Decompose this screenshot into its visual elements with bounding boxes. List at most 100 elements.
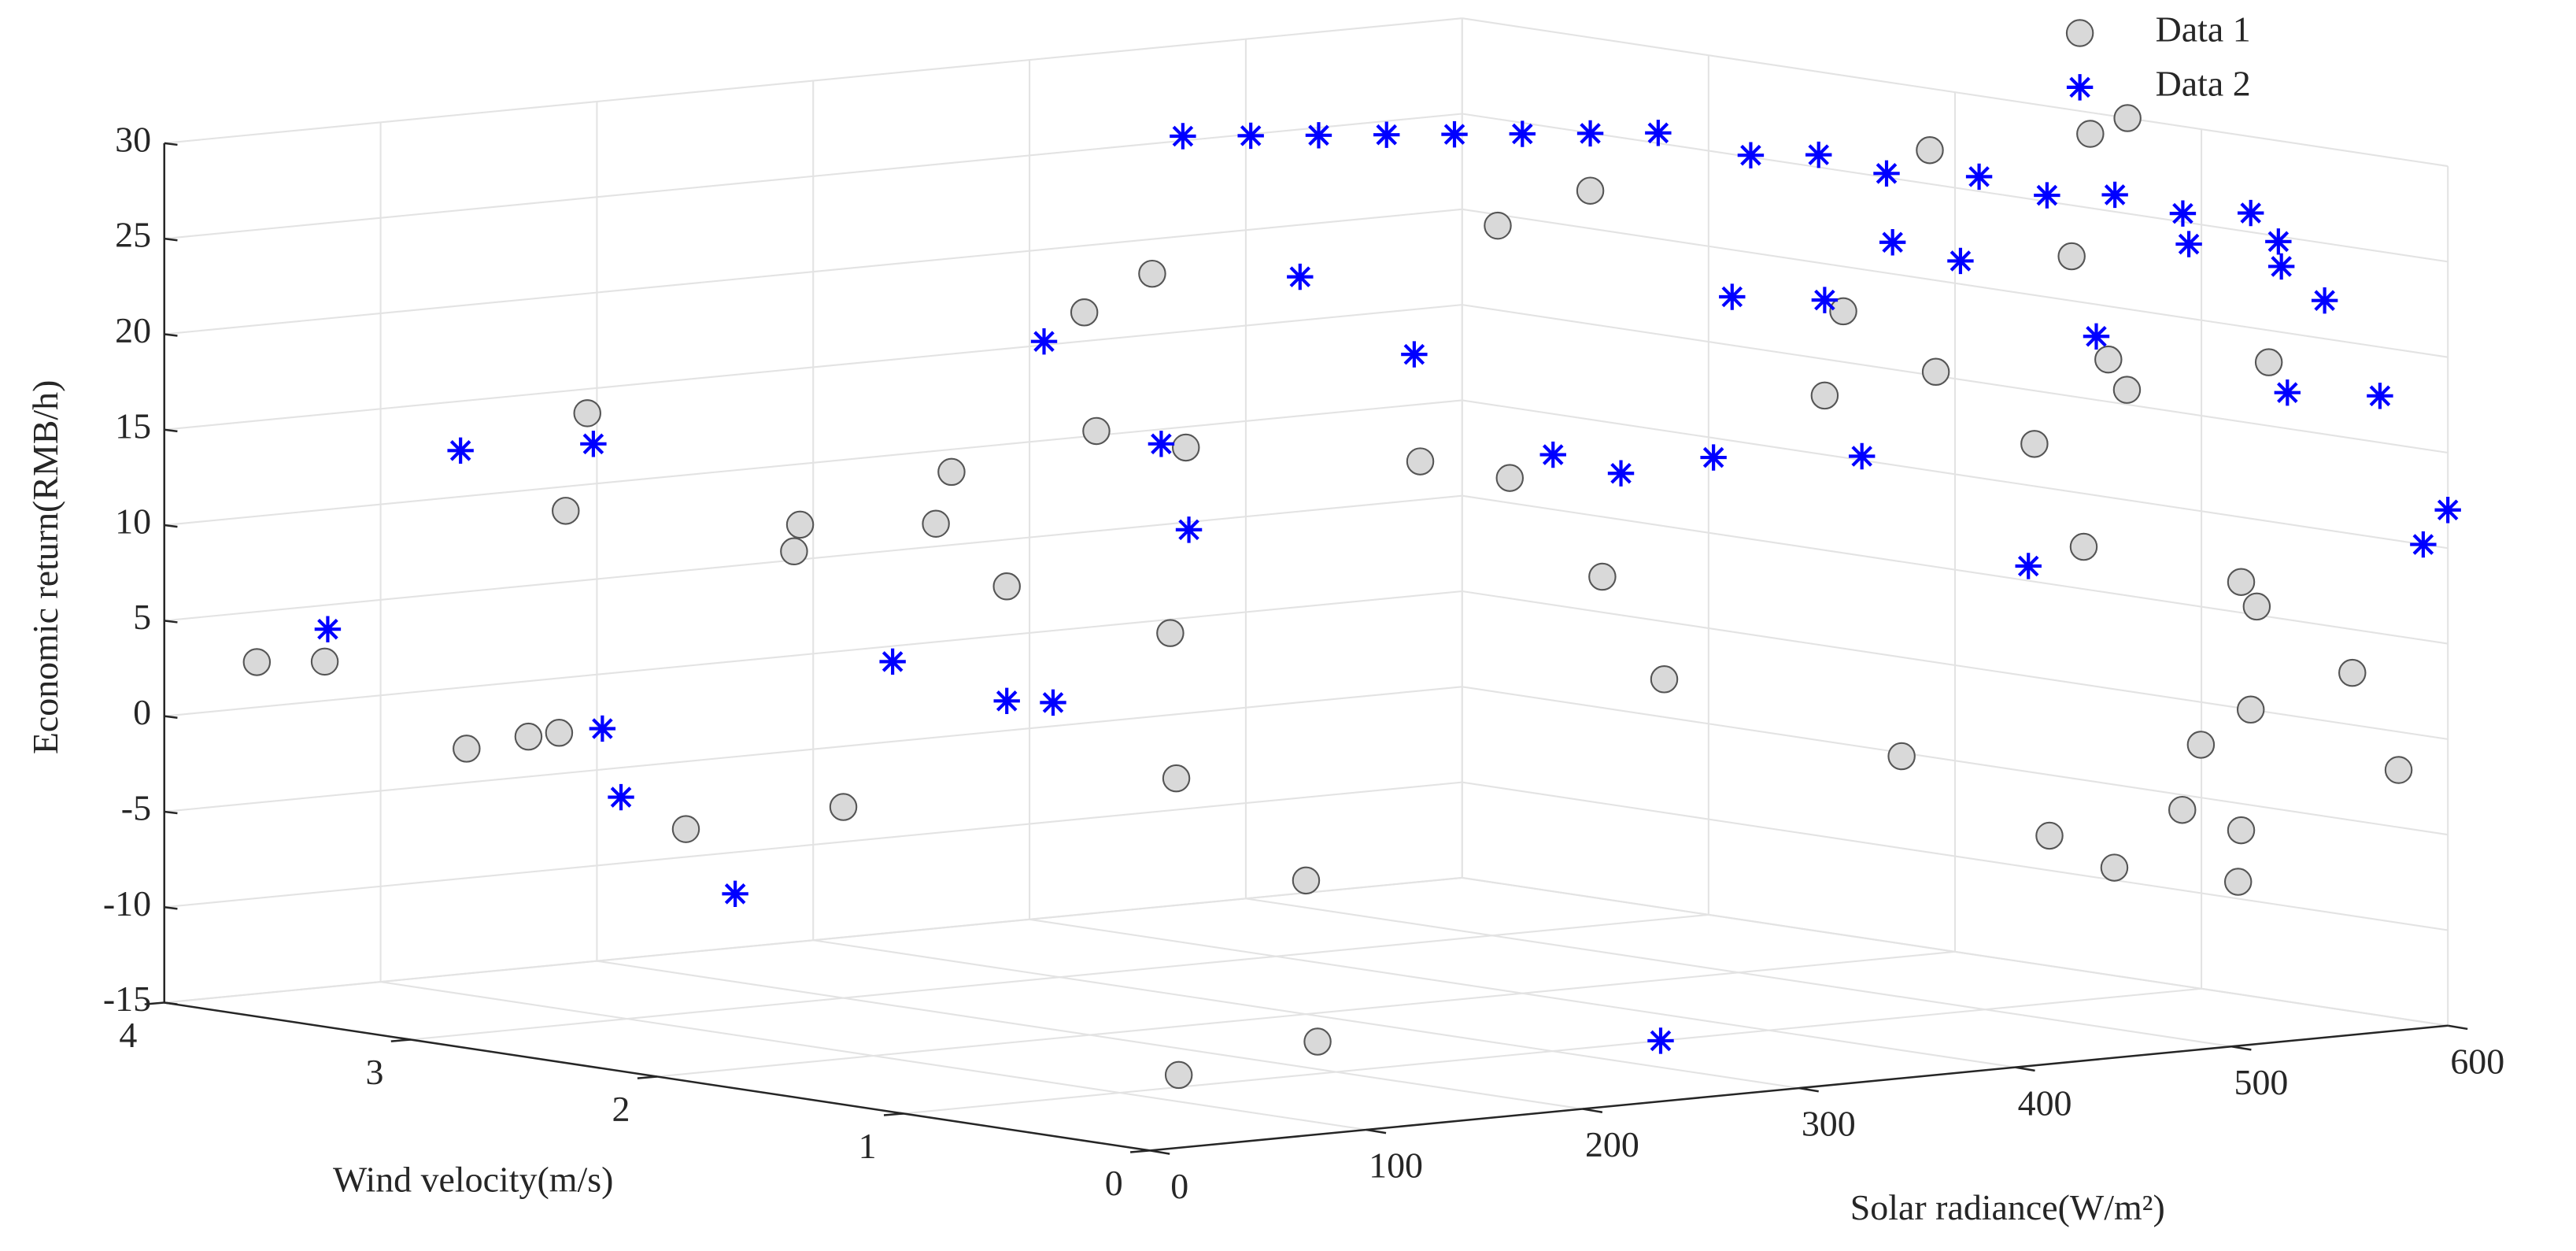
- grid-line: [1462, 686, 2448, 836]
- point: [2057, 242, 2086, 271]
- point: [1040, 689, 1066, 716]
- point: [242, 648, 272, 676]
- point: [2274, 379, 2301, 406]
- grid-line: [1462, 781, 2448, 931]
- point: [1873, 160, 1900, 187]
- point: [545, 719, 574, 747]
- grid-line: [1462, 590, 2448, 740]
- point: [1030, 328, 1058, 355]
- point: [1406, 447, 1435, 476]
- x-tick: [1366, 1128, 1387, 1134]
- x-axis-label: Solar radiance(W/m²): [1850, 1187, 2165, 1227]
- point: [1495, 464, 1525, 492]
- grid-line: [164, 399, 1462, 527]
- point: [1811, 287, 1839, 313]
- y-tick-label: 4: [119, 1015, 137, 1055]
- grid-line: [1462, 304, 2448, 454]
- x-tick: [1798, 1086, 1819, 1093]
- grid-line: [1462, 208, 2448, 358]
- y-tick-label: 0: [1105, 1163, 1123, 1203]
- point: [2227, 568, 2256, 596]
- y-axis-label: Wind velocity(m/s): [333, 1160, 613, 1200]
- point: [1650, 665, 1679, 694]
- point: [1539, 441, 1566, 468]
- x-tick-label: 400: [2018, 1083, 2072, 1123]
- point: [1305, 122, 1332, 149]
- point: [552, 497, 580, 525]
- point: [2186, 731, 2216, 759]
- point: [1576, 120, 1604, 147]
- point: [992, 572, 1021, 601]
- x-tick-label: 500: [2234, 1062, 2288, 1102]
- point: [2094, 345, 2123, 374]
- point: [2113, 104, 2142, 132]
- point: [1737, 142, 1765, 168]
- x-tick-label: 600: [2450, 1041, 2504, 1081]
- point: [1162, 764, 1191, 793]
- z-tick: [164, 715, 178, 719]
- point: [314, 616, 342, 642]
- z-tick-label: -10: [103, 883, 151, 923]
- z-tick-label: 20: [115, 310, 151, 350]
- point: [937, 457, 966, 487]
- z-tick: [164, 524, 178, 528]
- point: [2223, 868, 2253, 896]
- point: [1879, 229, 1906, 256]
- point: [580, 431, 607, 457]
- z-tick: [164, 142, 178, 146]
- point: [1237, 122, 1264, 150]
- x-tick-label: 100: [1369, 1146, 1423, 1186]
- legend-label: Data 2: [2156, 63, 2251, 103]
- grid-line: [164, 304, 1462, 431]
- point: [1070, 298, 1099, 327]
- point: [2242, 592, 2271, 621]
- y-tick: [390, 1038, 411, 1042]
- grid-line: [1462, 494, 2448, 645]
- grid-line: [1462, 17, 2448, 168]
- point: [1164, 1060, 1193, 1090]
- z-tick: [164, 906, 178, 910]
- point: [1509, 120, 1536, 147]
- point: [1292, 866, 1321, 895]
- point: [722, 880, 748, 907]
- point: [453, 735, 481, 763]
- point: [922, 509, 950, 538]
- point: [780, 537, 808, 566]
- point: [1576, 176, 1605, 205]
- grid-line: [903, 987, 2202, 1115]
- point: [1810, 381, 1839, 410]
- point: [1947, 247, 1974, 275]
- z-tick: [164, 1001, 178, 1005]
- point: [1170, 123, 1196, 150]
- z-tick-label: 15: [115, 405, 151, 446]
- point: [993, 687, 1020, 715]
- x-tick: [1582, 1108, 1603, 1113]
- z-tick: [164, 810, 178, 815]
- x-tick-label: 300: [1802, 1104, 1856, 1144]
- point: [1082, 416, 1111, 446]
- z-tick-label: 10: [115, 502, 151, 542]
- x-tick: [1149, 1149, 1170, 1155]
- point: [2035, 821, 2064, 850]
- point: [1287, 263, 1314, 291]
- point: [671, 815, 700, 843]
- point: [2367, 383, 2393, 409]
- point: [1647, 1027, 1674, 1054]
- point: [1373, 121, 1400, 148]
- point: [1645, 120, 1672, 146]
- z-tick-label: 30: [115, 119, 151, 159]
- z-tick-label: -15: [103, 979, 151, 1019]
- grid-line: [656, 950, 1956, 1078]
- point: [2236, 695, 2265, 724]
- point: [1441, 120, 1468, 148]
- point: [1805, 141, 1832, 168]
- z-tick-label: 5: [133, 597, 151, 637]
- point: [2069, 532, 2098, 561]
- point: [1887, 742, 1916, 771]
- grid-line: [164, 781, 1462, 909]
- x-tick-label: 0: [1170, 1166, 1188, 1206]
- grid-line: [164, 494, 1462, 622]
- point: [1965, 163, 1993, 191]
- point: [1401, 341, 1428, 368]
- point: [2338, 658, 2367, 687]
